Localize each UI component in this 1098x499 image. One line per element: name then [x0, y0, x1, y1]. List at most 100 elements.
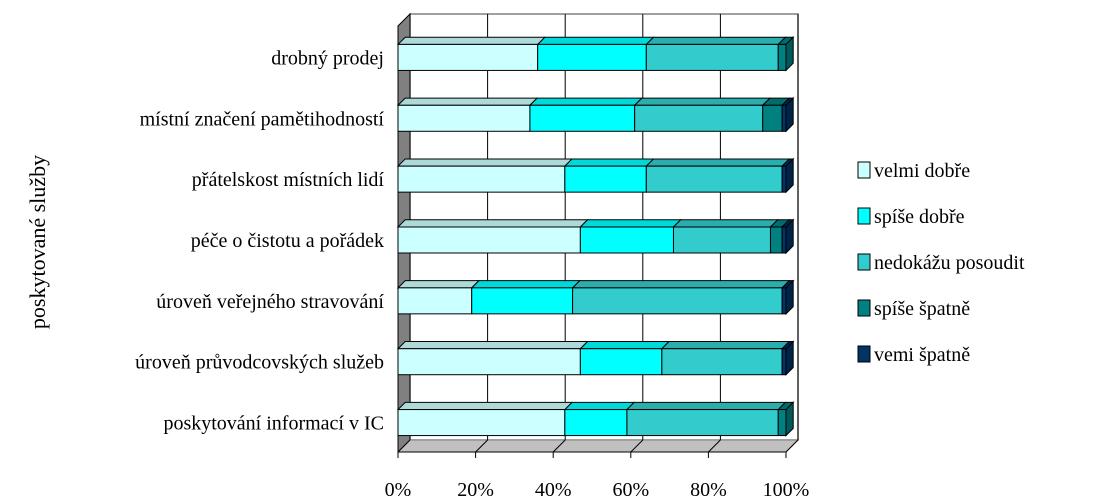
bar-segment: [626, 409, 779, 437]
y-axis-title: poskytované služby: [25, 155, 50, 329]
legend: velmi dobře spíše dobře nedokážu posoudit s…: [857, 160, 1025, 366]
gridline-floor: [708, 439, 721, 453]
legend-swatch: [857, 299, 871, 317]
bar-segment: [579, 226, 674, 254]
bar-side: [785, 218, 794, 255]
bar-segment: [397, 104, 531, 132]
bar-segment: [397, 409, 566, 437]
bar-segment: [661, 348, 783, 376]
bar-segment-top: [579, 219, 682, 228]
bar-segment: [672, 226, 771, 254]
bar-segment: [781, 287, 787, 315]
category-label: místní značení pamětihodností: [140, 108, 385, 130]
bar-side: [785, 340, 794, 376]
bar-segment: [397, 226, 581, 254]
bar-segment-top: [536, 36, 655, 45]
bar-segment: [781, 348, 787, 376]
bar-segment-top: [645, 36, 787, 45]
category-label: péče o čistotu a pořádek: [191, 230, 384, 252]
bar-segment: [471, 287, 574, 315]
category-label: úroveň veřejného stravování: [156, 291, 384, 313]
category-label: přátelskost místních lidí: [192, 169, 385, 191]
legend-item: spíše dobře: [857, 206, 965, 228]
legend-label: spíše špatně: [874, 298, 970, 320]
legend-item: velmi dobře: [857, 160, 970, 182]
bar-segment: [769, 226, 783, 254]
bar-segment: [572, 287, 783, 315]
bar-segment: [781, 104, 787, 132]
gridline-floor: [630, 439, 644, 453]
bar-segment: [781, 226, 787, 254]
bar-segment: [777, 409, 787, 437]
bar-side: [785, 157, 794, 194]
bar-series: [396, 36, 795, 437]
legend-item: spíše špatně: [857, 298, 970, 320]
bar-group: [396, 340, 795, 376]
bar-segment-top: [470, 280, 582, 289]
legend-swatch: [857, 161, 871, 179]
bar-segment-top: [396, 97, 539, 106]
gridline-floor: [552, 439, 566, 453]
bar-side: [785, 36, 794, 72]
bar-segment-top: [633, 97, 772, 106]
legend-label: vemi špatně: [874, 344, 970, 366]
bar-side: [785, 96, 794, 133]
bar-segment-top: [563, 158, 655, 167]
bar-segment: [397, 165, 566, 193]
bar-group: [396, 401, 795, 437]
legend-item: nedokážu posoudit: [857, 252, 1025, 274]
bar-segment: [781, 165, 787, 193]
bar-segment-top: [396, 219, 589, 228]
bar-segment: [397, 348, 581, 376]
bar-segment-top: [672, 219, 779, 228]
bar-segment-top: [396, 36, 547, 45]
x-tick-labels: 0% 20% 40% 60% 80% 100%: [385, 451, 810, 499]
legend-item: vemi špatně: [857, 344, 970, 366]
legend-swatch: [857, 253, 871, 271]
x-tick-label: 0%: [385, 479, 412, 499]
bar-group: [396, 96, 795, 133]
bar-segment-top: [660, 341, 791, 350]
bar-segment: [537, 43, 647, 71]
bar-segment-top: [645, 158, 791, 167]
legend-swatch: [857, 345, 871, 363]
gridline-floor: [475, 439, 488, 453]
x-tick-label: 100%: [763, 479, 810, 499]
bar-segment-top: [396, 401, 574, 411]
legend-label: spíše dobře: [874, 206, 965, 228]
bar-group: [396, 279, 795, 316]
x-tick-label: 80%: [690, 479, 727, 499]
bar-segment: [564, 409, 628, 437]
bar-segment: [529, 104, 636, 132]
x-tick-label: 40%: [535, 479, 572, 499]
bar-segment: [645, 43, 779, 71]
x-tick-label: 20%: [457, 479, 494, 499]
legend-swatch: [857, 207, 871, 225]
gridline-floor: [785, 439, 799, 453]
bar-side: [785, 401, 794, 437]
bar-segment: [634, 104, 764, 132]
legend-label: nedokážu posoudit: [874, 252, 1025, 274]
bar-group: [396, 157, 795, 194]
bar-segment: [762, 104, 783, 132]
bar-segment-top: [625, 401, 787, 411]
bar-segment-top: [579, 341, 671, 350]
bar-segment-top: [396, 280, 481, 289]
bar-segment: [564, 165, 647, 193]
bar-group: [396, 36, 795, 72]
bar-segment: [397, 287, 473, 315]
bar-segment: [777, 43, 787, 71]
floor: [396, 439, 800, 453]
category-label: poskytování informací v IC: [163, 413, 384, 435]
bar-segment: [397, 43, 539, 71]
bar-segment: [579, 348, 663, 376]
gridline-floor: [397, 439, 411, 453]
category-labels: drobný prodej místní značení pamětihodnos…: [135, 47, 384, 434]
x-tick-label: 60%: [612, 479, 649, 499]
bar-segment-top: [396, 158, 574, 167]
bar-segment-top: [563, 401, 636, 411]
bar-group: [396, 218, 795, 255]
legend-label: velmi dobře: [874, 160, 970, 182]
bar-side: [785, 279, 794, 316]
